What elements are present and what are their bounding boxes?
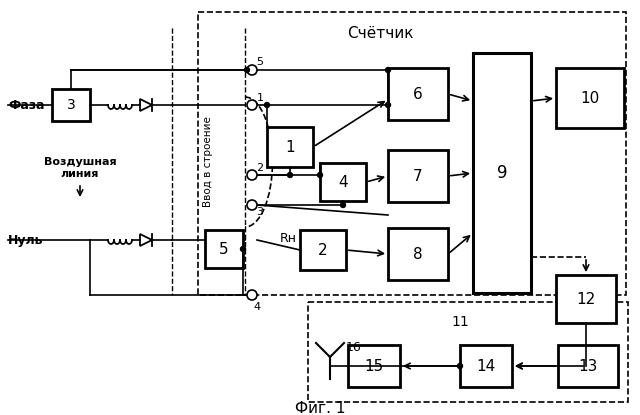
Bar [556, 275, 616, 323]
Text: Воздушная
линия: Воздушная линия [44, 157, 116, 179]
Circle shape [247, 290, 257, 300]
Text: 1: 1 [257, 93, 264, 103]
Circle shape [458, 364, 463, 369]
Text: Ввод в строение: Ввод в строение [203, 117, 213, 208]
Bar [388, 68, 448, 120]
Bar [388, 150, 448, 202]
Bar [556, 68, 624, 128]
Bar [388, 228, 448, 280]
Bar [473, 53, 531, 293]
Text: 2: 2 [318, 242, 328, 257]
Circle shape [287, 173, 292, 178]
Bar [52, 89, 90, 121]
Text: 3: 3 [257, 207, 264, 217]
Text: 16: 16 [346, 340, 362, 354]
Text: Rн: Rн [280, 232, 296, 244]
Bar [205, 230, 243, 268]
Circle shape [247, 170, 257, 180]
Bar [308, 302, 628, 402]
Text: 4: 4 [338, 174, 348, 190]
Text: 3: 3 [67, 98, 76, 112]
Circle shape [385, 103, 390, 107]
Text: 7: 7 [413, 168, 423, 183]
Circle shape [264, 103, 269, 107]
Text: 5: 5 [257, 57, 264, 67]
Text: 14: 14 [476, 359, 495, 374]
Circle shape [385, 68, 390, 73]
Text: 1: 1 [285, 139, 295, 154]
Text: Фаза: Фаза [8, 98, 45, 112]
Text: 15: 15 [364, 359, 383, 374]
Text: 8: 8 [413, 247, 423, 261]
Bar [320, 163, 366, 201]
Text: Фиг. 1: Фиг. 1 [295, 400, 345, 415]
Circle shape [247, 100, 257, 110]
Bar [348, 345, 400, 387]
Circle shape [317, 173, 323, 178]
Text: 12: 12 [577, 291, 596, 307]
Text: Счётчик: Счётчик [347, 26, 413, 41]
Circle shape [244, 68, 250, 73]
Bar [267, 127, 313, 167]
Text: 4: 4 [253, 302, 260, 312]
Bar [460, 345, 512, 387]
Text: 9: 9 [497, 164, 508, 182]
Text: 2: 2 [257, 163, 264, 173]
Bar [300, 230, 346, 270]
Text: 6: 6 [413, 86, 423, 102]
Text: 5: 5 [219, 242, 229, 256]
Text: 13: 13 [579, 359, 598, 374]
Text: 10: 10 [580, 90, 600, 105]
Circle shape [340, 203, 346, 208]
Circle shape [241, 247, 246, 251]
Bar [198, 12, 626, 295]
Circle shape [247, 200, 257, 210]
Bar [558, 345, 618, 387]
Circle shape [247, 65, 257, 75]
Text: 11: 11 [451, 315, 469, 329]
Text: Нуль: Нуль [8, 234, 44, 247]
